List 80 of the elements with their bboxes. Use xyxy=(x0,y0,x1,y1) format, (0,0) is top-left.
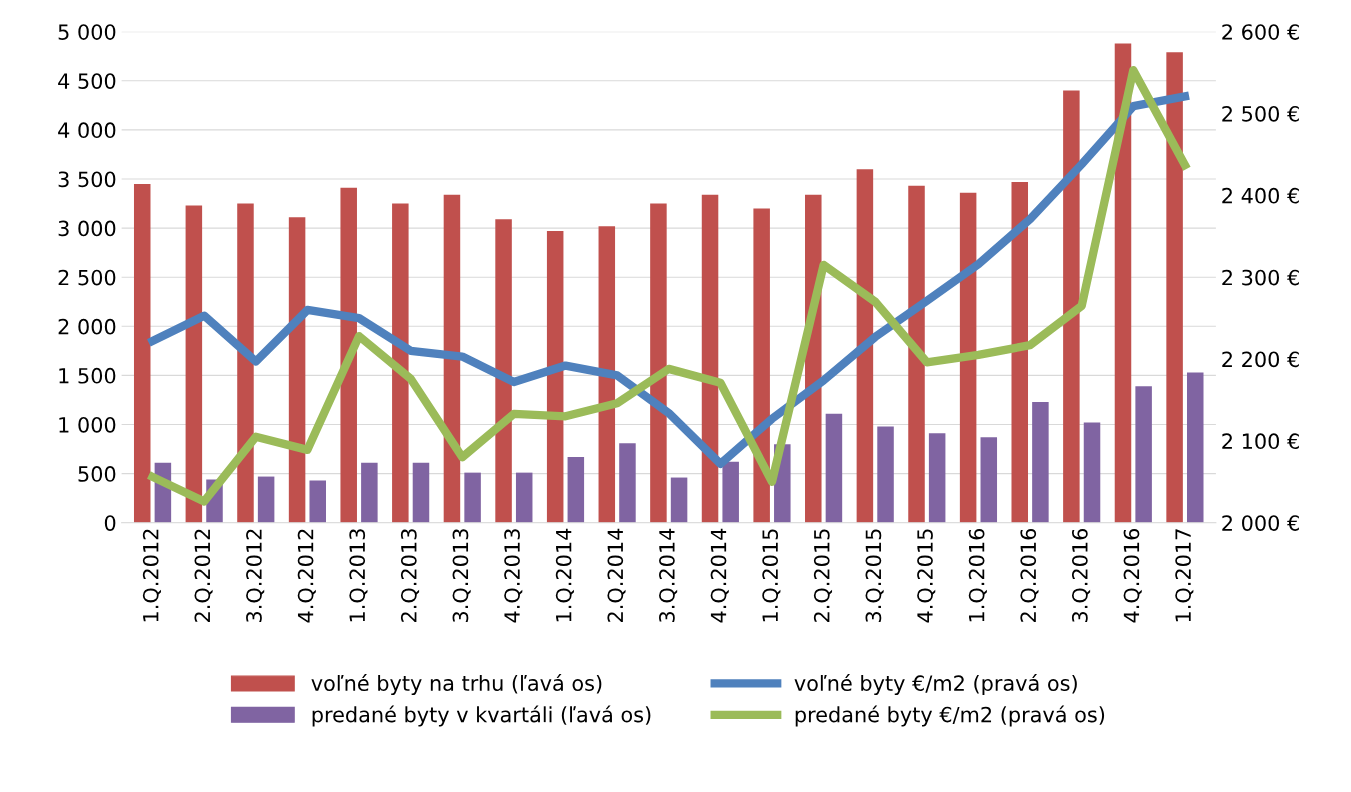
bar xyxy=(185,205,203,523)
legend-label: voľné byty €/m2 (pravá os) xyxy=(794,674,1077,696)
legend-label: predané byty v kvartáli (ľavá os) xyxy=(312,705,651,727)
bar xyxy=(309,480,326,523)
bar xyxy=(340,187,357,523)
bar xyxy=(1011,181,1029,523)
bar xyxy=(908,185,925,523)
bar xyxy=(856,169,874,523)
x-tick-label: 1.Q.2014 xyxy=(555,528,574,622)
y-tick-label: 1 000 xyxy=(59,416,116,433)
y2-tick-label: 2 200 € xyxy=(1222,351,1299,368)
y2-tick-label: 2 000 € xyxy=(1222,515,1299,531)
bar xyxy=(598,226,616,523)
bar xyxy=(361,462,378,523)
bar xyxy=(392,203,409,523)
x-tick-label: 2.Q.2016 xyxy=(1020,528,1039,622)
bar xyxy=(980,437,998,523)
bar xyxy=(567,456,585,523)
y-tick-label: 2 000 xyxy=(58,318,116,335)
bar xyxy=(257,476,275,523)
y-tick-label: 1 500 xyxy=(59,367,116,384)
bar xyxy=(288,217,306,523)
bar xyxy=(412,462,430,523)
y2-tick-label: 2 600 € xyxy=(1222,24,1299,40)
bar xyxy=(1166,52,1183,523)
bar xyxy=(1063,90,1080,523)
y2-tick-label: 2 400 € xyxy=(1222,187,1299,204)
x-tick-label: 3.Q.2013 xyxy=(452,529,471,622)
y-tick-label: 2 500 xyxy=(58,269,116,286)
x-tick-label: 1.Q.2016 xyxy=(968,528,987,622)
bar xyxy=(825,413,843,523)
x-tick-label: 1.Q.2012 xyxy=(142,529,161,622)
y-tick-label: 3 500 xyxy=(58,171,116,188)
bar xyxy=(701,194,719,523)
bar xyxy=(464,472,481,523)
x-tick-label: 3.Q.2015 xyxy=(865,529,884,622)
y-tick-label: 4 000 xyxy=(58,122,116,139)
bar xyxy=(619,443,636,523)
y2-tick-label: 2 500 € xyxy=(1222,105,1299,122)
x-tick-label: 4.Q.2012 xyxy=(297,529,316,623)
x-tick-label: 2.Q.2014 xyxy=(607,528,626,622)
bar xyxy=(650,203,667,523)
bar xyxy=(237,203,254,523)
x-tick-label: 4.Q.2016 xyxy=(1123,528,1142,623)
bar xyxy=(1032,401,1049,523)
bar xyxy=(928,433,946,523)
y2-tick-label: 2 100 € xyxy=(1222,433,1299,450)
bar xyxy=(495,219,512,523)
bar xyxy=(515,472,533,523)
bar xyxy=(1135,386,1152,523)
x-tick-label: 3.Q.2016 xyxy=(1071,528,1091,622)
y-tick-label: 500 xyxy=(78,466,116,482)
x-tick-label: 3.Q.2012 xyxy=(246,529,265,622)
bar xyxy=(753,208,770,523)
bar xyxy=(722,461,739,523)
bar xyxy=(443,194,461,523)
x-tick-label: 1.Q.2015 xyxy=(762,529,781,622)
x-tick-label: 4.Q.2015 xyxy=(917,529,936,623)
x-tick-label: 4.Q.2014 xyxy=(710,528,729,623)
y-tick-label: 0 xyxy=(104,515,116,531)
y-tick-label: 5 000 xyxy=(58,24,116,40)
x-tick-label: 2.Q.2012 xyxy=(194,529,213,622)
legend-label: predané byty €/m2 (pravá os) xyxy=(795,705,1105,727)
bar xyxy=(133,183,151,523)
bar xyxy=(1186,372,1204,523)
bar xyxy=(877,426,894,523)
y2-tick-label: 2 300 € xyxy=(1222,269,1299,286)
x-tick-label: 1.Q.2017 xyxy=(1175,529,1194,622)
x-tick-label: 2.Q.2015 xyxy=(813,529,833,622)
y-tick-label: 4 500 xyxy=(58,73,116,89)
legend-label: voľné byty na trhu (ľavá os) xyxy=(311,674,602,696)
bar xyxy=(959,192,977,523)
y-tick-label: 3 000 xyxy=(58,220,116,237)
bar xyxy=(546,231,564,523)
x-tick-label: 1.Q.2013 xyxy=(349,529,368,622)
x-tick-label: 2.Q.2013 xyxy=(400,529,420,622)
bar xyxy=(1083,422,1101,523)
x-tick-label: 4.Q.2013 xyxy=(504,529,523,623)
bar xyxy=(670,477,688,523)
x-tick-label: 3.Q.2014 xyxy=(659,528,678,622)
